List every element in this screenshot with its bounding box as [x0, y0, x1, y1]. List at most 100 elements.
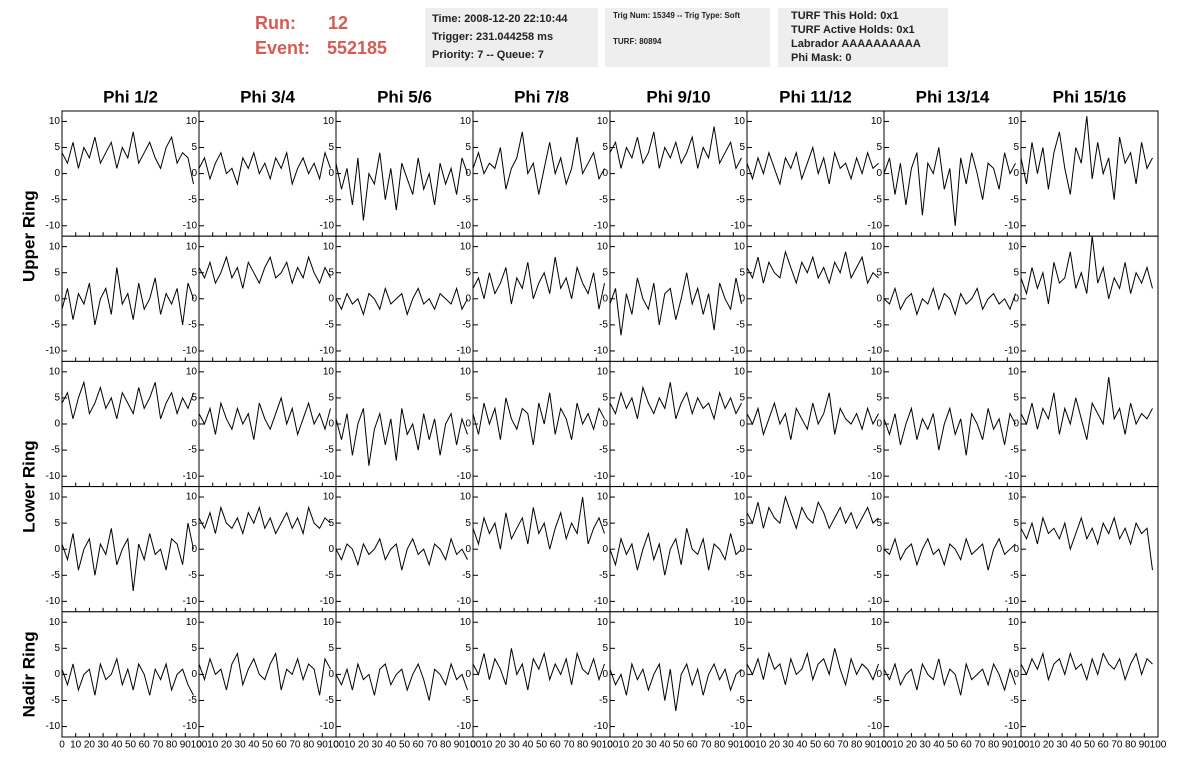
- panel-frame: [472, 235, 611, 362]
- waveform: [1020, 651, 1153, 682]
- x-tick-label: 0: [607, 740, 613, 751]
- x-tick-label: 60: [1098, 740, 1110, 751]
- panel-frame: [609, 360, 748, 488]
- y-tick-label: 0: [465, 419, 471, 430]
- waveform: [335, 662, 468, 701]
- x-tick-label: 0: [881, 740, 887, 751]
- info-text: Trig Num: 15349 -- Trig Type: Soft: [613, 11, 740, 20]
- y-tick-label: -10: [46, 596, 61, 607]
- y-tick-label: 5: [602, 267, 608, 278]
- y-tick-label: 10: [460, 366, 472, 377]
- waveform: [198, 150, 331, 186]
- panel-frame: [609, 611, 748, 738]
- y-tick-label: -5: [462, 320, 471, 331]
- x-tick-label: 70: [700, 740, 712, 751]
- y-tick-label: -10: [183, 471, 198, 482]
- y-tick-label: 10: [460, 241, 472, 252]
- y-tick-label: 10: [1008, 116, 1020, 127]
- x-tick-label: 80: [714, 740, 726, 751]
- y-tick-label: 5: [465, 643, 471, 654]
- panel-frame: [883, 235, 1022, 362]
- y-tick-label: 5: [328, 142, 334, 153]
- x-tick-label: 50: [673, 740, 685, 751]
- y-tick-label: 5: [54, 267, 60, 278]
- y-tick-label: -5: [873, 194, 882, 205]
- panel-frame: [1020, 611, 1159, 738]
- waveform: [746, 648, 879, 687]
- y-tick-label: 10: [871, 241, 883, 252]
- y-tick-label: 5: [602, 643, 608, 654]
- x-tick-label: 60: [139, 740, 151, 751]
- waveform: [883, 286, 1016, 317]
- panel-frame: [472, 110, 611, 237]
- x-tick-label: 20: [221, 740, 233, 751]
- x-tick-label: 50: [536, 740, 548, 751]
- y-tick-label: -10: [457, 471, 472, 482]
- y-tick-label: 0: [328, 168, 334, 179]
- waveform: [883, 147, 1016, 226]
- y-tick-label: -5: [1010, 445, 1019, 456]
- y-tick-label: -10: [1005, 596, 1020, 607]
- x-tick-label: 30: [646, 740, 658, 751]
- y-tick-label: 5: [465, 393, 471, 404]
- y-tick-label: 10: [186, 617, 198, 628]
- y-tick-label: -5: [599, 194, 608, 205]
- y-tick-label: -5: [188, 445, 197, 456]
- y-tick-label: -5: [1010, 695, 1019, 706]
- x-tick-label: 20: [632, 740, 644, 751]
- waveform: [61, 380, 194, 419]
- x-tick-label: 80: [988, 740, 1000, 751]
- y-tick-label: -10: [457, 596, 472, 607]
- y-tick-label: -10: [46, 220, 61, 231]
- y-tick-label: 0: [328, 293, 334, 304]
- y-tick-label: -5: [51, 570, 60, 581]
- x-tick-label: 10: [755, 740, 767, 751]
- y-tick-label: -5: [325, 695, 334, 706]
- x-tick-label: 100: [876, 740, 893, 751]
- x-tick-label: 100: [1013, 740, 1030, 751]
- y-tick-label: 0: [876, 168, 882, 179]
- info-text: Time: 2008-12-20 22:10:44: [432, 13, 568, 25]
- y-tick-label: 5: [876, 393, 882, 404]
- y-tick-label: 10: [186, 492, 198, 503]
- panel-frame: [61, 360, 200, 488]
- y-tick-label: 0: [602, 544, 608, 555]
- waveform: [883, 537, 1016, 571]
- x-tick-label: 40: [1070, 740, 1082, 751]
- y-tick-label: 10: [186, 241, 198, 252]
- waveform: [61, 131, 194, 185]
- y-tick-label: -5: [736, 194, 745, 205]
- y-tick-label: -5: [462, 194, 471, 205]
- x-tick-label: 50: [125, 740, 137, 751]
- y-tick-label: 10: [323, 366, 335, 377]
- y-tick-label: -5: [736, 695, 745, 706]
- x-tick-label: 100: [465, 740, 482, 751]
- y-tick-label: -10: [457, 721, 472, 732]
- y-tick-label: -10: [183, 721, 198, 732]
- y-tick-label: -5: [325, 320, 334, 331]
- x-tick-label: 70: [426, 740, 438, 751]
- y-tick-label: 5: [54, 518, 60, 529]
- column-header: Phi 3/4: [240, 87, 295, 106]
- waveform: [472, 648, 605, 691]
- x-tick-label: 0: [470, 740, 476, 751]
- y-tick-label: 10: [597, 492, 609, 503]
- y-tick-label: -10: [320, 721, 335, 732]
- y-tick-label: 0: [191, 168, 197, 179]
- x-tick-label: 90: [454, 740, 466, 751]
- x-tick-label: 0: [1018, 740, 1024, 751]
- waveform: [335, 286, 468, 317]
- waveform: [883, 406, 1016, 456]
- panel-frame: [335, 360, 474, 488]
- y-tick-label: 5: [739, 393, 745, 404]
- y-tick-label: 10: [871, 366, 883, 377]
- x-tick-label: 40: [796, 740, 808, 751]
- y-tick-label: 5: [191, 518, 197, 529]
- x-tick-label: 0: [744, 740, 750, 751]
- y-tick-label: 5: [1013, 267, 1019, 278]
- x-tick-label: 80: [303, 740, 315, 751]
- y-tick-label: 0: [328, 669, 334, 680]
- y-tick-label: 10: [49, 492, 61, 503]
- panel-frame: [609, 235, 748, 362]
- x-tick-label: 40: [522, 740, 534, 751]
